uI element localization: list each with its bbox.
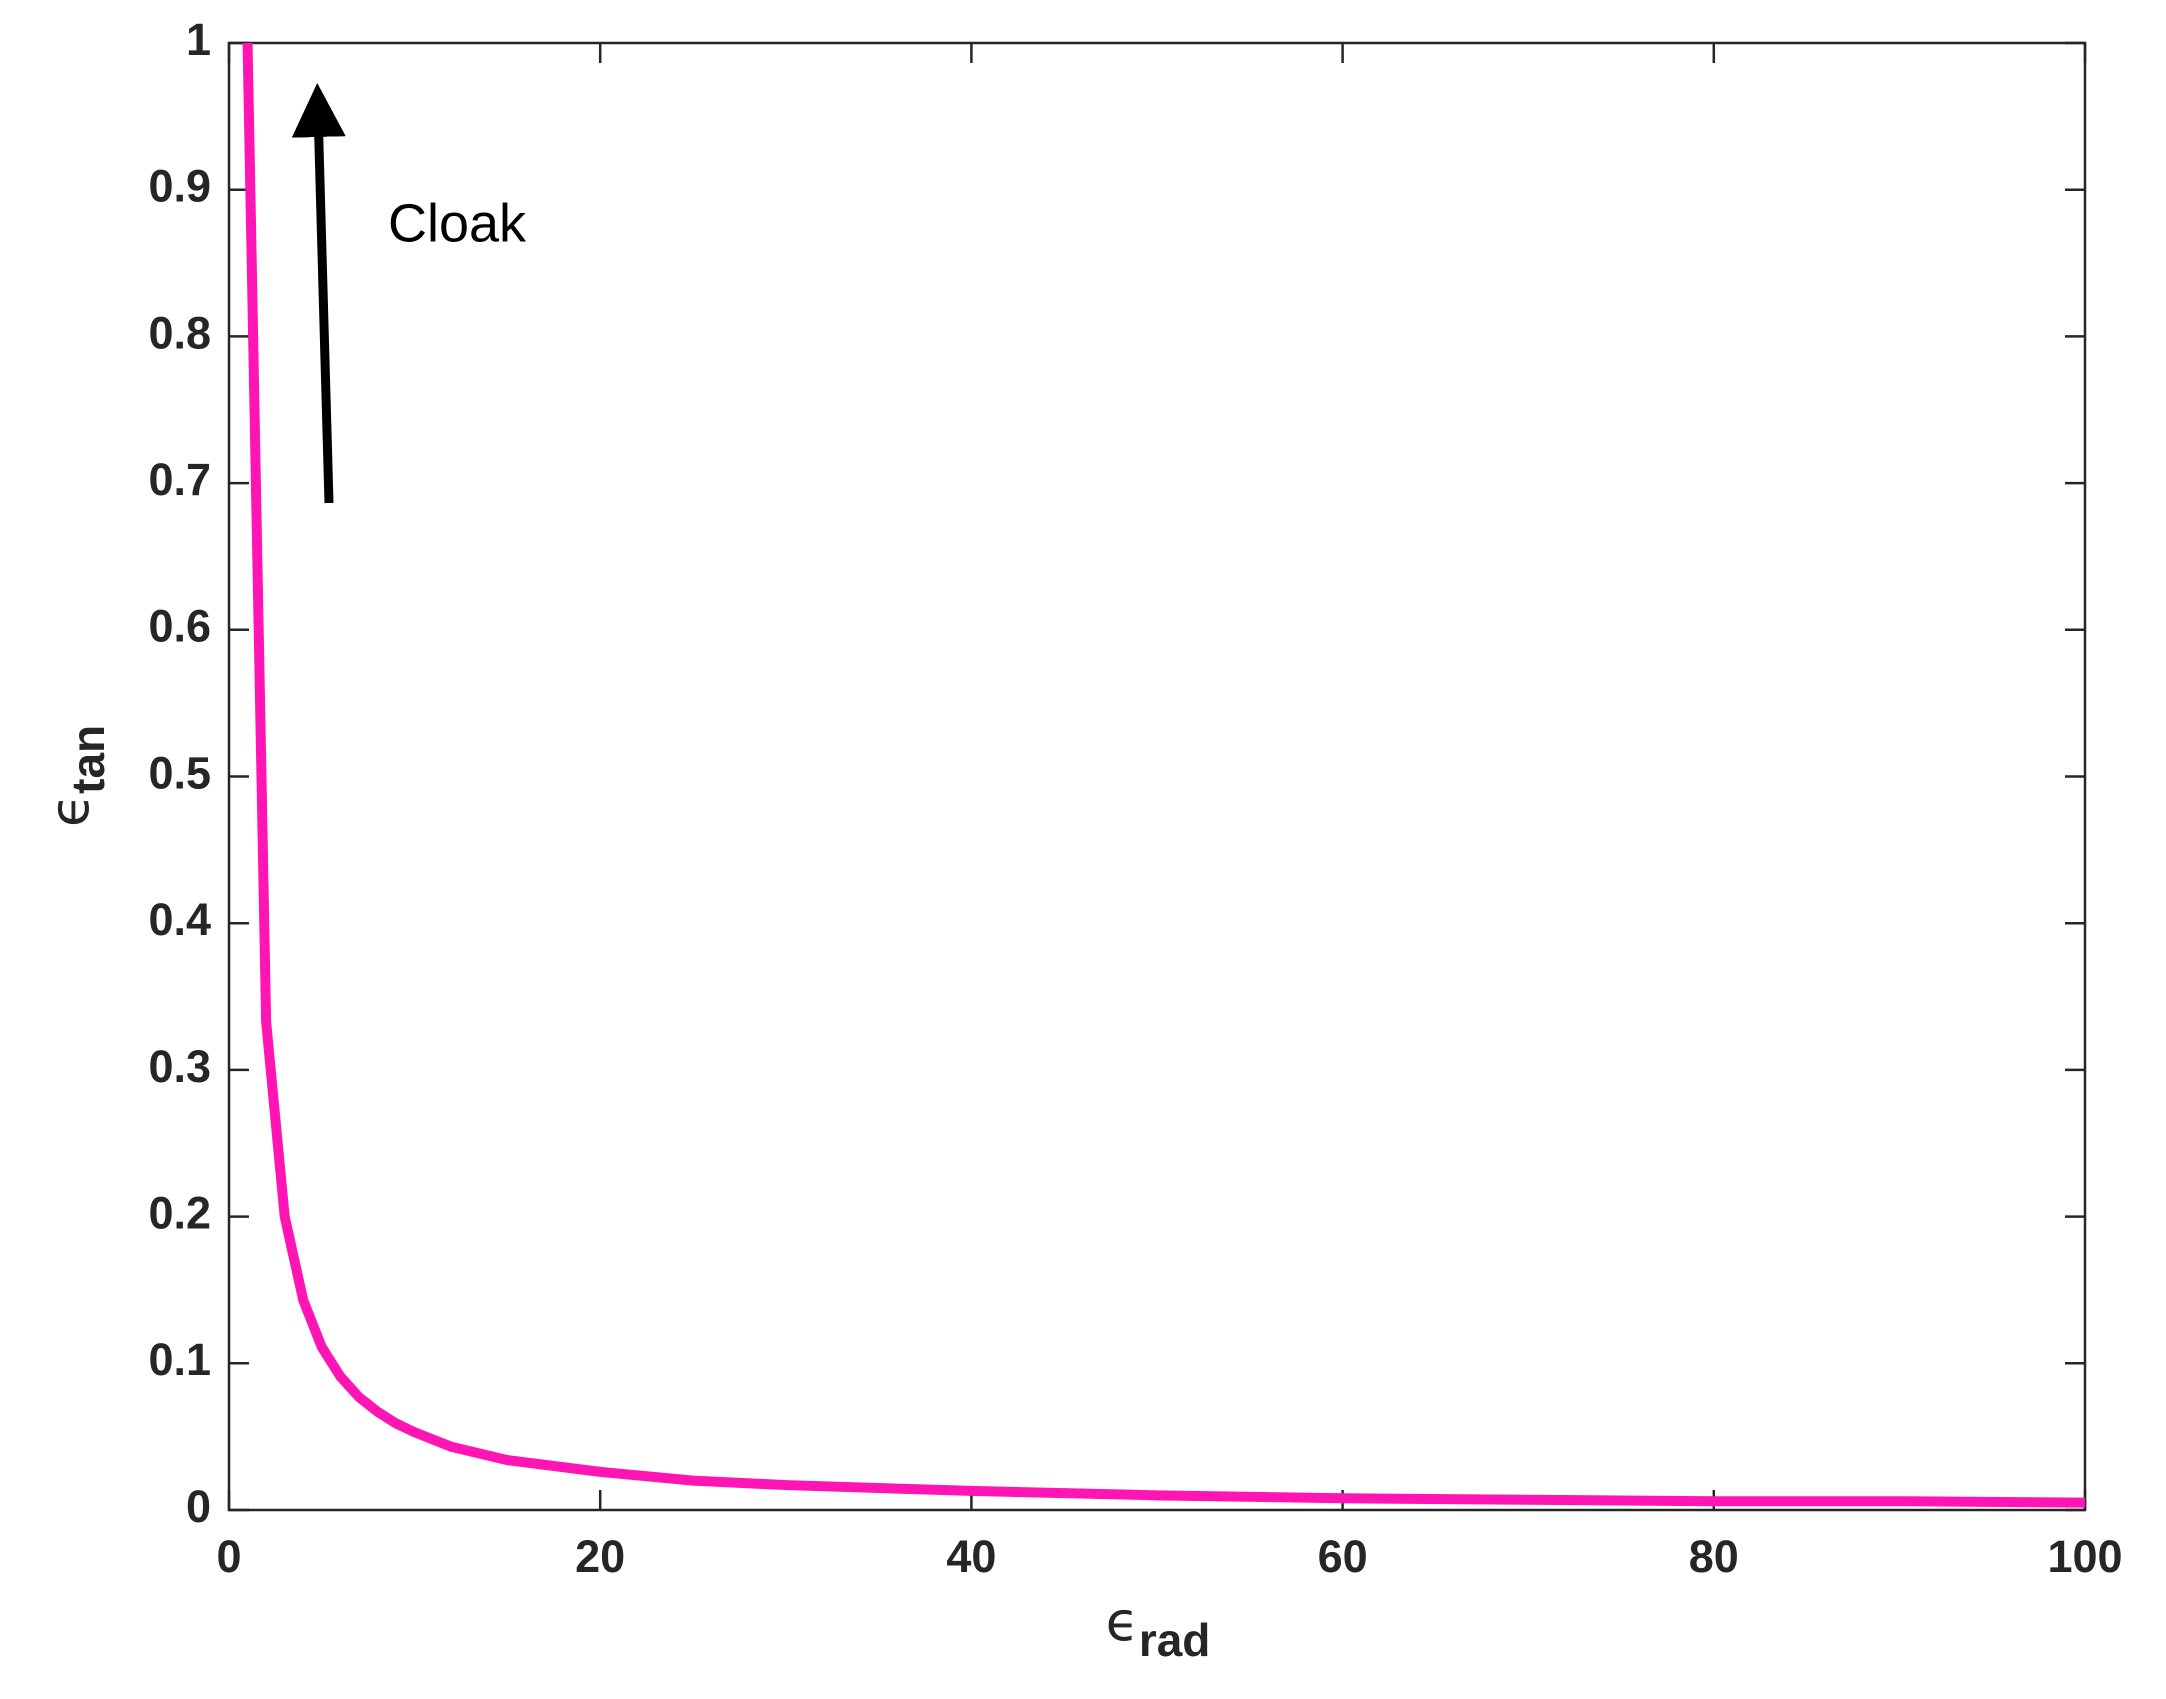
y-tick-label: 0.4 [148, 894, 211, 945]
x-tick-label: 20 [575, 1531, 625, 1582]
x-tick-label: 0 [216, 1531, 241, 1582]
x-axis-label: ϵrad [1106, 1590, 1211, 1666]
y-tick-label: 0.2 [148, 1187, 211, 1238]
y-label-symbol: ϵ [38, 794, 101, 827]
x-label-sub: rad [1139, 1614, 1211, 1666]
y-tick-label: 1 [186, 14, 211, 65]
line [242, 42, 2086, 1508]
y-tick-label: 0.6 [148, 601, 211, 652]
annotation: Cloak [388, 193, 527, 253]
y-tick-label: 0.9 [148, 161, 211, 212]
plot-frame [227, 41, 2087, 1512]
x-tick-label: 60 [1318, 1531, 1368, 1582]
y-axis-label: ϵtan [38, 725, 114, 827]
x-label-symbol: ϵ [1106, 1590, 1139, 1653]
y-tick-label: 0.3 [148, 1041, 211, 1092]
y-tick-label: 0.1 [148, 1334, 211, 1385]
y-tick-label: 0 [186, 1481, 211, 1532]
x-tick-label: 40 [946, 1531, 996, 1582]
x-tick-label: 80 [1689, 1531, 1739, 1582]
arrow [291, 83, 346, 504]
y-tick-label: 0.5 [148, 747, 211, 798]
y-label-sub: tan [62, 725, 114, 794]
x-tick-label: 100 [2047, 1531, 2122, 1582]
y-tick-label: 0.8 [148, 307, 211, 358]
y-tick-label: 0.7 [148, 454, 211, 505]
